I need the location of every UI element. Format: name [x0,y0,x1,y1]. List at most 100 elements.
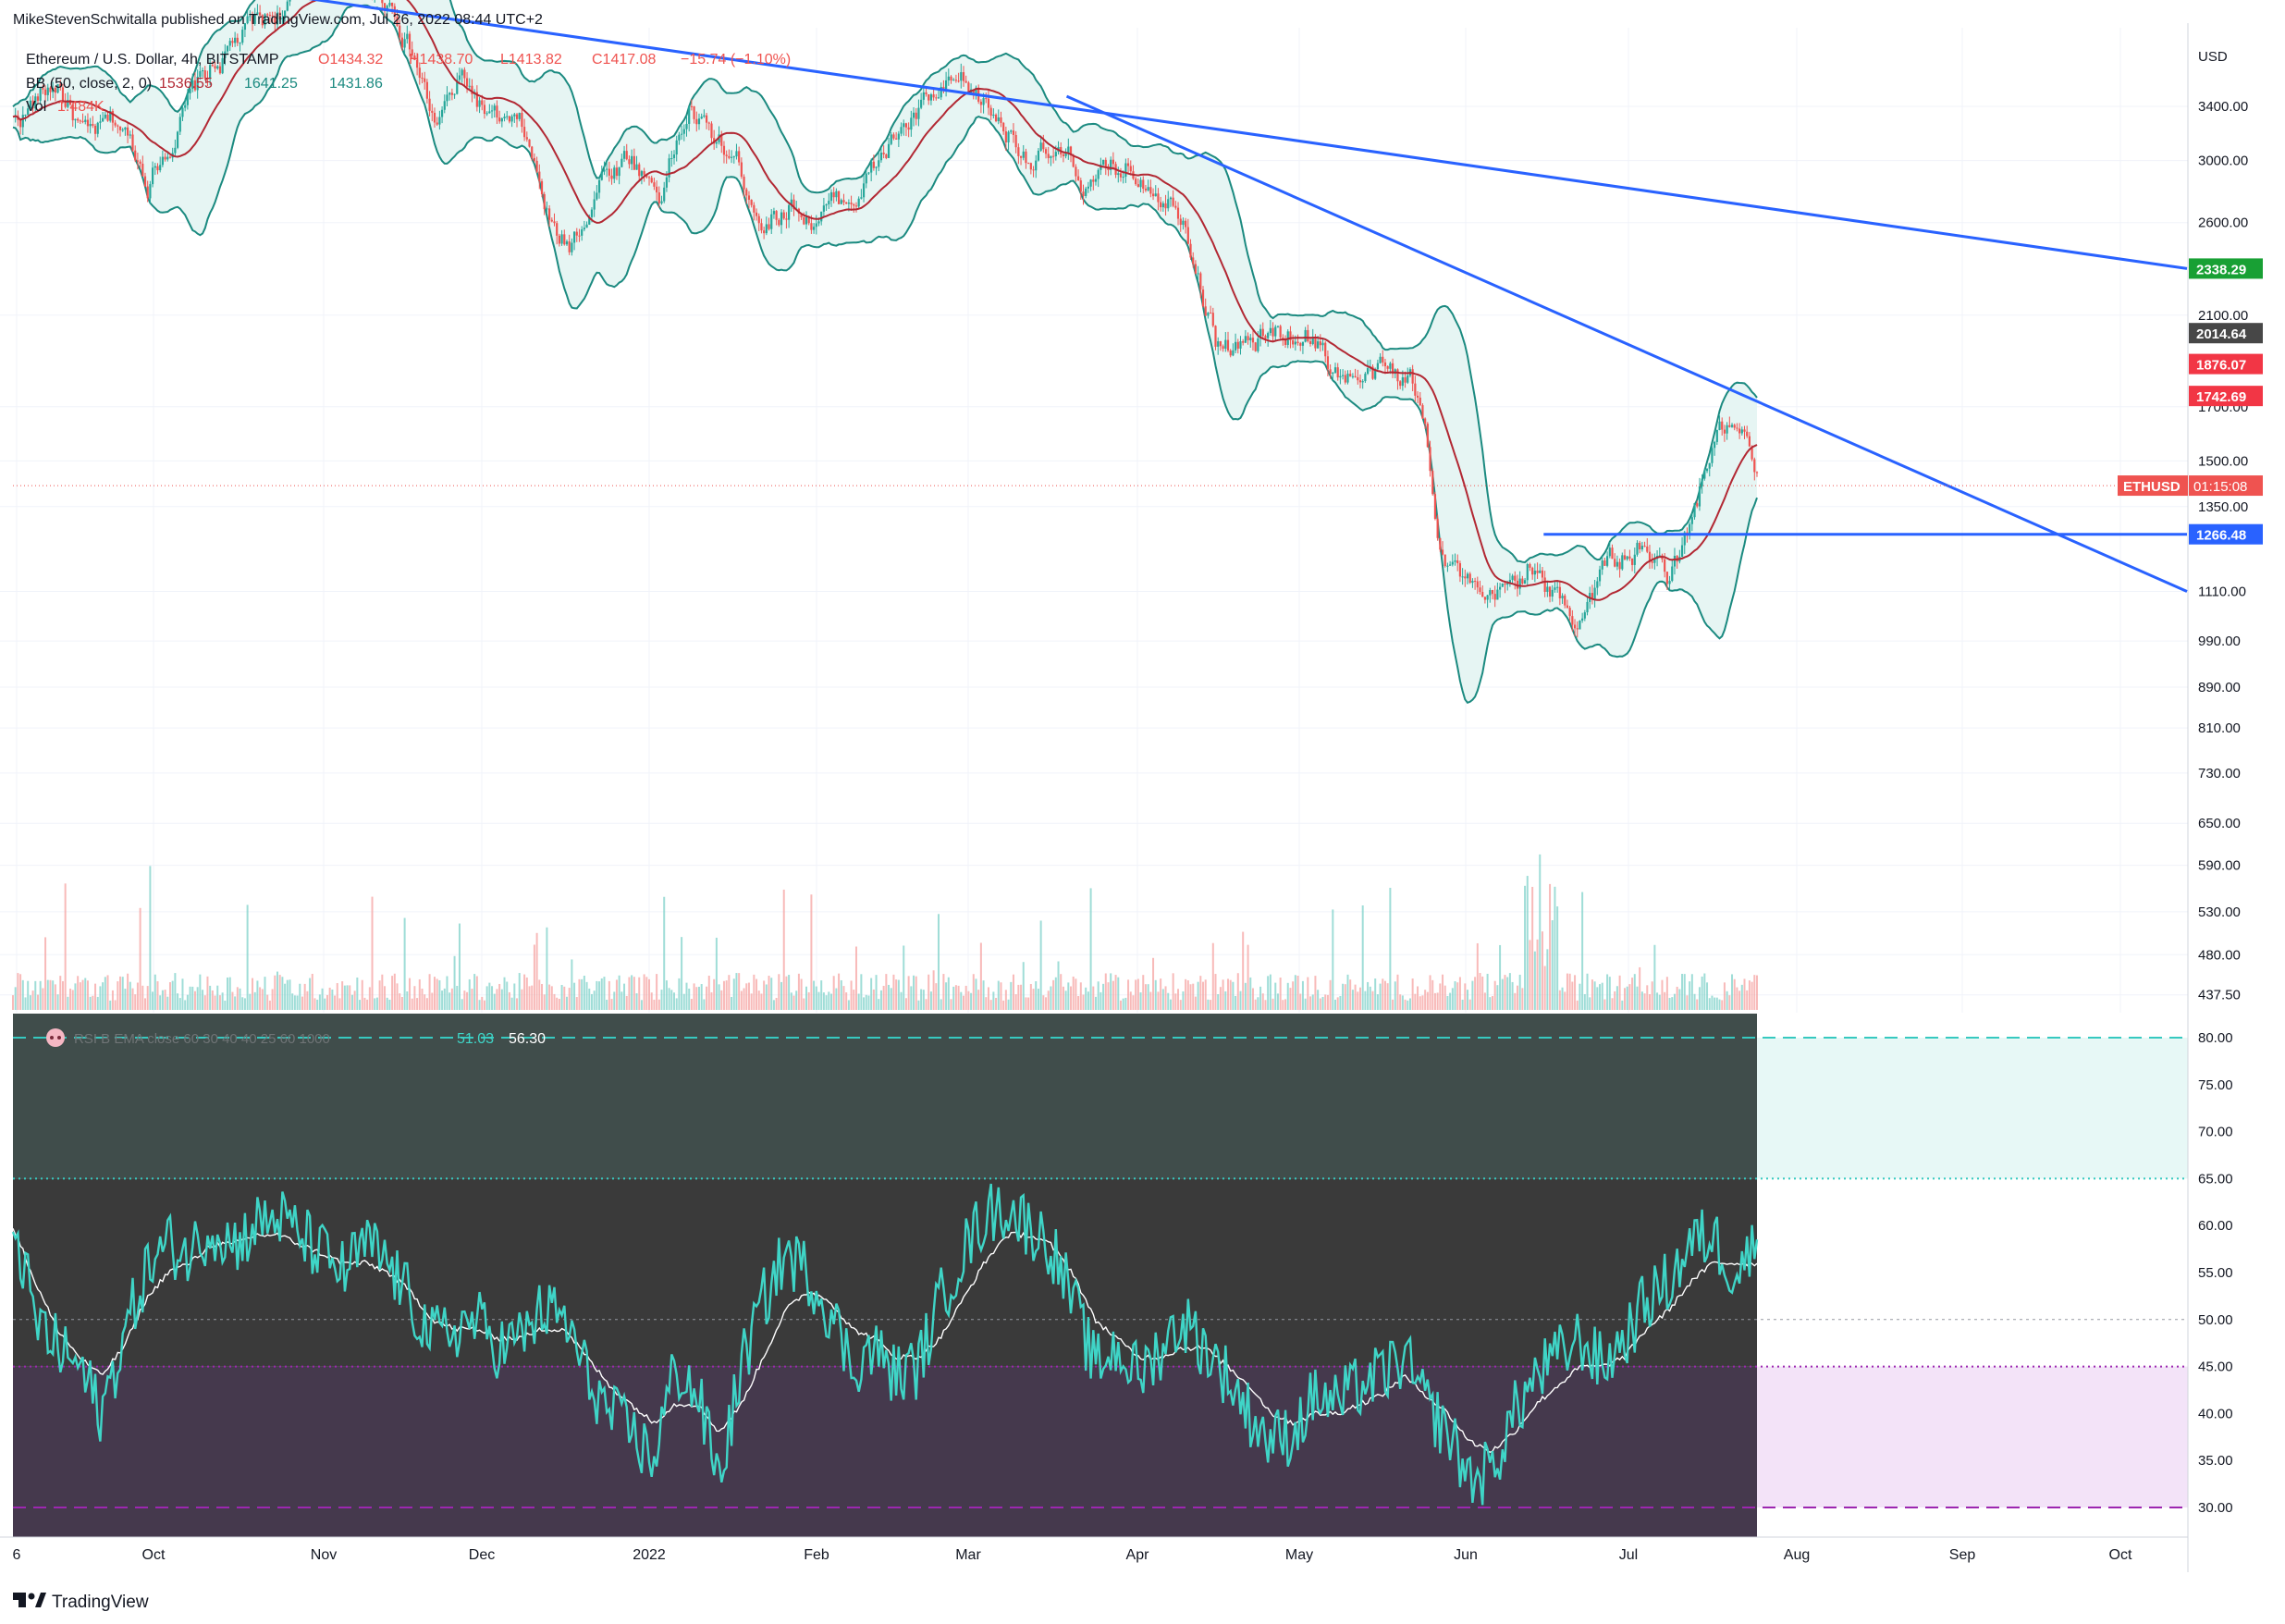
volume-bar [1039,920,1042,1010]
candle-body [156,166,159,171]
volume-bar [660,990,663,1010]
volume-bar [1678,989,1681,1010]
tv-logo-icon-dot [28,1593,35,1600]
candle-body [79,120,81,122]
candle-body [928,93,930,101]
candle-body [975,87,977,94]
candle-body [1167,199,1170,209]
candle-body [1161,203,1164,208]
time-axis[interactable]: 6 Oct Nov Dec 2022 Feb Mar Apr May Jun Jul Aug Sep Oc… [0,1536,2188,1563]
volume-bar [114,1000,117,1010]
volume-bar [1614,990,1616,1010]
candle-body [1292,339,1295,345]
tradingview-logo[interactable]: TradingView [13,1593,149,1612]
candle-body [992,114,995,117]
candle-body [191,80,194,89]
candle-body [780,212,783,226]
volume-bar [1179,1000,1182,1010]
volume-bar [203,995,206,1010]
volume-bar [171,980,174,1010]
candle-body [997,117,1000,122]
volume-bar [1067,982,1070,1010]
candle-body [703,115,706,117]
volume-bar [1122,998,1124,1010]
volume-bar [478,1000,481,1010]
volume-bar [1235,995,1237,1010]
candle-body [1583,612,1586,619]
candle-body [274,16,276,25]
volume-bar [1536,939,1539,1010]
volume-bar [1267,976,1270,1010]
candle-body [1718,421,1721,430]
candle-body [1192,257,1195,265]
volume-bar [892,974,895,1010]
volume-bar [822,992,825,1010]
candle-body [1307,329,1309,341]
volume-bar [431,992,434,1010]
candle-body [1174,205,1177,208]
price-tick-label: 990.00 [2198,634,2241,649]
candle-body [1554,587,1556,590]
volume-bar [69,988,72,1010]
candle-body [77,118,80,121]
price-tick-label: 2100.00 [2198,308,2248,324]
candle-body [465,78,469,87]
candle-body [221,57,224,74]
candle-body [548,208,551,220]
candle-body [1129,166,1132,172]
volume-bar [299,983,301,1010]
candle-body [1379,356,1382,363]
volume-bar [1032,989,1035,1010]
volume-bar [1628,984,1631,1010]
candle-body [1690,517,1693,524]
candle-body [1529,563,1531,568]
candle-body [1351,375,1355,377]
candle-body [1671,566,1674,582]
volume-bar [928,974,930,1010]
volume-bar [1731,974,1734,1010]
volume-bar [1599,984,1602,1010]
candle-body [829,191,833,202]
price-label-box [2189,386,2263,407]
candle-body [189,88,191,93]
candle-body [1264,336,1267,338]
candle-body [1029,163,1032,170]
volume-bar [765,984,768,1010]
volume-bar [565,996,568,1010]
candle-body [705,115,708,123]
candle-body [840,200,842,204]
candle-body [1640,546,1643,549]
volume-bar [573,982,576,1010]
candle-body [1247,336,1249,340]
candle-body [640,171,644,177]
candle-body [825,203,828,206]
candle-body [523,127,526,138]
candle-body [753,204,756,213]
volume-bar [1646,985,1649,1010]
price-axis[interactable]: USD 3400.003000.002600.002100.001700.001… [2118,23,2263,1572]
candle-body [950,76,952,80]
volume-bar [1037,989,1039,1010]
candle-body [865,173,867,184]
volume-bar [1606,974,1609,1010]
candle-body [879,153,883,161]
candle-body [925,92,928,94]
candle-body [1122,177,1124,178]
candle-body [396,17,399,26]
volume-bar [940,999,942,1010]
volume-bar [428,974,431,1010]
volume-bar [161,990,164,1010]
candle-body [1082,191,1085,196]
candle-body [458,75,461,80]
trendlines[interactable] [18,0,2188,593]
candle-body [1521,578,1524,584]
volume-bar [588,988,591,1010]
volume-bar [1549,883,1552,1010]
candle-body [1708,462,1711,469]
volume-bar [1321,996,1324,1010]
volume-bar [631,975,633,1010]
volume-bar [127,973,129,1010]
candle-body [490,110,494,112]
volume-bar [807,991,810,1010]
